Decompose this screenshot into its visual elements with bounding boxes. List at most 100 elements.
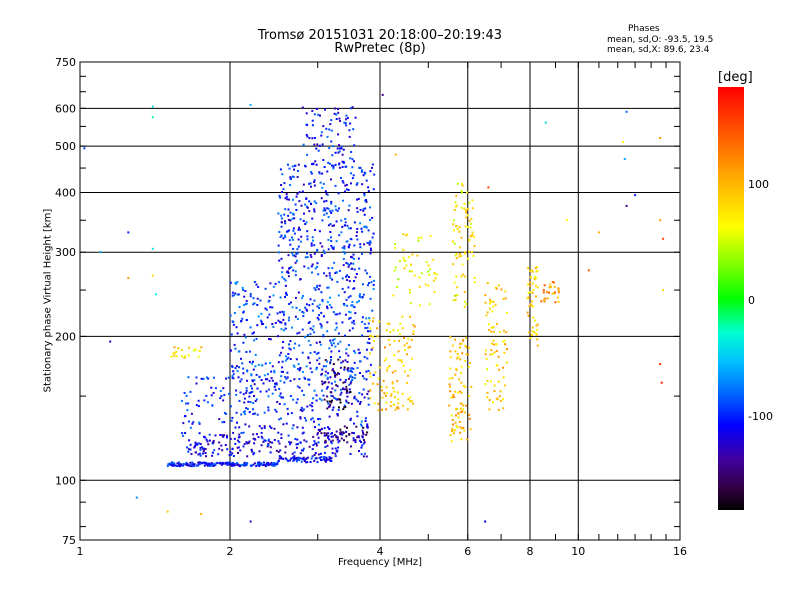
echo-point: [330, 440, 332, 443]
echo-point: [471, 234, 474, 237]
echo-point: [127, 231, 130, 234]
echo-point: [284, 327, 287, 330]
echo-point: [359, 166, 362, 169]
echo-point: [404, 349, 406, 352]
echo-point: [287, 254, 290, 257]
echo-point: [299, 457, 302, 460]
echo-point: [502, 366, 504, 369]
echo-point: [236, 421, 238, 424]
echo-point: [370, 348, 373, 351]
echo-point: [309, 461, 312, 463]
echo-point: [260, 364, 263, 367]
x-axis-label: Frequency [MHz]: [337, 557, 423, 568]
echo-point: [353, 376, 356, 379]
echo-point: [360, 453, 363, 456]
echo-point: [215, 461, 218, 464]
echo-point: [659, 137, 662, 139]
echo-point: [268, 313, 271, 316]
echo-point: [544, 121, 547, 124]
echo-point: [372, 288, 375, 290]
echo-point: [454, 205, 457, 208]
echo-point: [406, 382, 409, 384]
echo-point: [316, 433, 319, 436]
echo-point: [294, 164, 297, 167]
echo-point: [309, 351, 312, 354]
echo-point: [310, 371, 313, 374]
echo-point: [362, 442, 365, 445]
echo-point: [468, 346, 471, 349]
echo-point: [348, 135, 351, 138]
echo-point: [456, 426, 459, 429]
echo-point: [306, 230, 309, 233]
echo-point: [271, 441, 274, 444]
echo-point: [289, 178, 292, 180]
echo-point: [506, 361, 508, 364]
echo-point: [287, 412, 289, 415]
echo-point: [280, 321, 283, 324]
echo-point: [231, 365, 234, 368]
echo-point: [225, 434, 228, 437]
echo-point: [199, 443, 202, 446]
echo-point: [205, 455, 207, 458]
echo-point: [387, 338, 390, 341]
echo-point: [399, 322, 402, 325]
echo-point: [355, 398, 358, 401]
echo-point: [211, 404, 214, 407]
echo-point: [233, 437, 236, 440]
echo-point: [181, 434, 184, 437]
echo-point: [306, 135, 309, 138]
echo-point: [297, 228, 300, 231]
echo-point: [280, 351, 283, 354]
echo-point: [319, 429, 322, 431]
echo-point: [346, 117, 349, 119]
echo-point: [535, 333, 538, 336]
echo-point: [473, 245, 476, 248]
echo-point: [182, 422, 185, 425]
echo-point: [427, 264, 430, 267]
echo-point: [289, 379, 292, 382]
echo-point: [313, 200, 316, 203]
echo-point: [321, 383, 324, 386]
echo-point: [284, 197, 287, 200]
echo-point: [317, 441, 320, 444]
echo-point: [402, 248, 405, 251]
echo-point: [236, 281, 239, 283]
echo-point: [465, 211, 468, 214]
echo-point: [350, 151, 353, 153]
echo-point: [315, 163, 318, 166]
echo-point: [301, 190, 304, 193]
echo-point: [265, 326, 267, 329]
echo-point: [356, 182, 359, 185]
echo-point: [625, 110, 628, 113]
echo-point: [345, 275, 348, 278]
echo-point: [386, 369, 388, 372]
echo-point: [273, 439, 276, 441]
echo-point: [456, 294, 459, 296]
echo-point: [199, 448, 202, 451]
echo-point: [361, 316, 364, 319]
echo-point: [353, 268, 356, 271]
echo-point: [219, 397, 222, 400]
echo-point: [232, 370, 235, 373]
echo-point: [318, 314, 320, 317]
echo-point: [366, 357, 369, 360]
echo-point: [355, 273, 358, 275]
echo-point: [488, 302, 491, 305]
echo-point: [401, 327, 404, 330]
echo-point: [335, 271, 338, 274]
echo-point: [318, 457, 321, 460]
echo-point: [278, 455, 281, 458]
echo-point: [455, 252, 458, 255]
echo-point: [337, 151, 340, 154]
echo-point: [358, 300, 360, 303]
echo-point: [237, 293, 240, 296]
echo-point: [460, 381, 463, 384]
echo-point: [367, 186, 370, 189]
echo-point: [453, 281, 456, 284]
echo-point: [280, 234, 283, 237]
echo-point: [311, 448, 314, 451]
echo-point: [321, 380, 324, 383]
echo-point: [318, 172, 321, 175]
echo-point: [490, 300, 493, 303]
echo-point: [311, 163, 313, 165]
